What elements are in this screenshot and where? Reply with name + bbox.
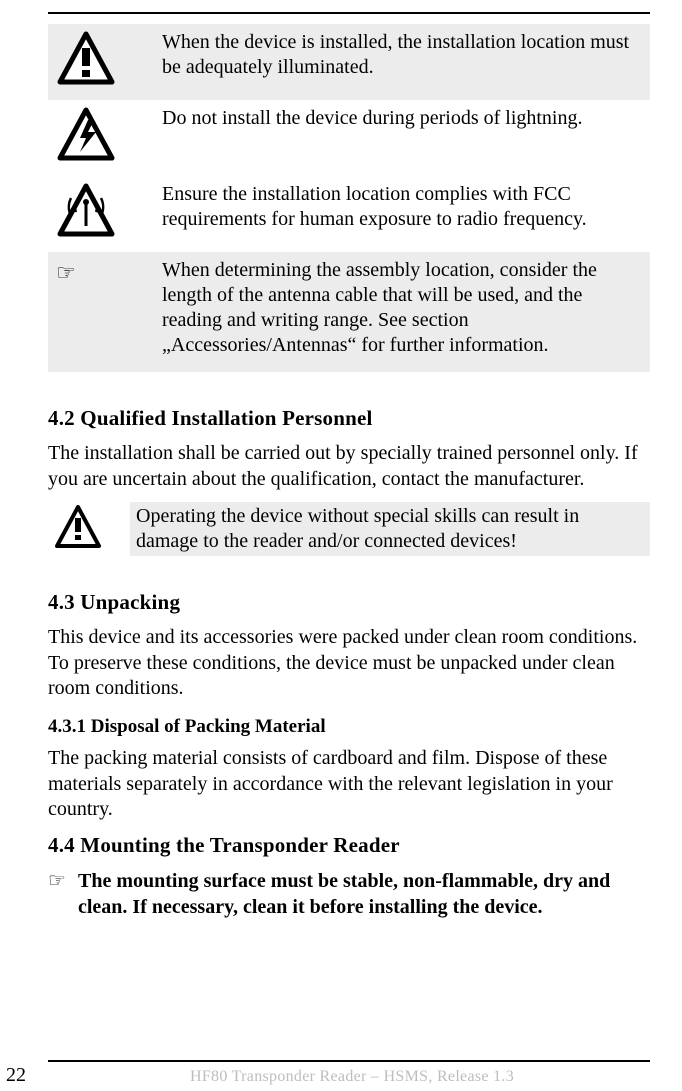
warning-text: Do not install the device during periods…	[154, 100, 650, 176]
top-rule	[48, 12, 650, 14]
section-heading: 4.2 Qualified Installation Personnel	[48, 406, 650, 431]
section-heading: 4.4 Mounting the Transponder Reader	[48, 833, 650, 858]
footer-title: HF80 Transponder Reader – HSMS, Release …	[54, 1068, 650, 1086]
warning-text: Ensure the installation location complie…	[154, 176, 650, 252]
inline-warning: Operating the device without special ski…	[48, 502, 650, 556]
subsection-heading: 4.3.1 Disposal of Packing Material	[48, 716, 650, 738]
rf-icon	[56, 182, 116, 238]
warnings-table: When the device is installed, the instal…	[48, 24, 650, 372]
lightning-icon	[56, 106, 116, 162]
body-text: The packing material consists of cardboa…	[48, 746, 650, 823]
hand-icon: ☞	[56, 260, 76, 285]
page-number: 22	[0, 1064, 54, 1087]
body-text: The installation shall be carried out by…	[48, 441, 650, 492]
warning-text: When determining the assembly location, …	[154, 252, 650, 372]
warning-text: Operating the device without special ski…	[130, 502, 650, 556]
mounting-note: ☞ The mounting surface must be stable, n…	[48, 868, 650, 920]
caution-icon	[54, 504, 102, 549]
warning-text: When the device is installed, the instal…	[154, 24, 650, 100]
note-text: The mounting surface must be stable, non…	[78, 868, 650, 920]
caution-icon	[56, 30, 116, 86]
hand-icon: ☞	[48, 868, 78, 920]
page-footer: 22 HF80 Transponder Reader – HSMS, Relea…	[0, 1060, 650, 1087]
body-text: This device and its accessories were pac…	[48, 625, 650, 702]
section-heading: 4.3 Unpacking	[48, 590, 650, 615]
